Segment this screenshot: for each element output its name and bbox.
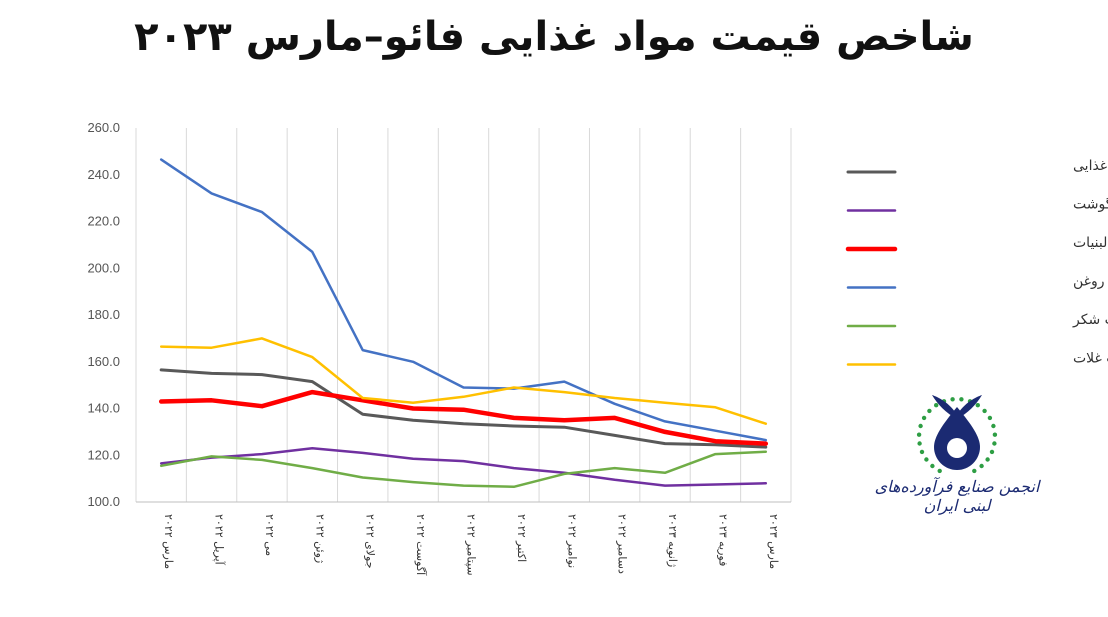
legend-label: شاخص قیمت لبنیات <box>1073 235 1108 251</box>
x-tick-label: اکتبر ۲۰۲۲ <box>515 514 528 562</box>
x-tick-label: دسامبر ۲۰۲۲ <box>616 514 629 574</box>
legend-label: شاخص قیمت گوشت <box>1073 196 1108 213</box>
series-line <box>158 389 769 446</box>
y-tick-label: 260.0 <box>87 120 120 135</box>
y-tick-label: 100.0 <box>87 494 120 509</box>
legend-label: شاخص قیمت شکر <box>1072 312 1108 328</box>
y-tick-label: 200.0 <box>87 260 120 275</box>
organization-logo: انجمن صنایع فرآورده‌های لبنی ایران <box>872 385 1042 535</box>
x-tick-label: ژوئن ۲۰۲۲ <box>313 514 326 563</box>
logo-emblem-icon <box>916 395 998 474</box>
logo-text: انجمن صنایع فرآورده‌های لبنی ایران <box>874 477 1040 515</box>
x-tick-label: مارس ۲۰۲۳ <box>767 514 780 569</box>
y-tick-label: 160.0 <box>87 354 120 369</box>
y-tick-label: 180.0 <box>87 307 120 322</box>
x-tick-label: آگوست ۲۰۲۲ <box>414 514 428 576</box>
x-tick-label: مارس ۲۰۲۲ <box>162 514 175 569</box>
page-title: شاخص قیمت مواد غذایی فائو–مارس ۲۰۲۳ <box>134 14 974 60</box>
x-tick-label: سپتامبر ۲۰۲۲ <box>465 514 478 576</box>
legend-label: شاخص قیمت روغن <box>1073 274 1108 290</box>
x-tick-label: جولای ۲۰۲۲ <box>364 514 377 569</box>
series-lines <box>158 158 769 489</box>
x-tick-label: نوامبر ۲۰۲۲ <box>565 514 578 568</box>
legend-label: شاخص قیمت غلات <box>1073 351 1108 367</box>
y-tick-label: 220.0 <box>87 214 120 229</box>
legend-label: شاخص قیمت مواد غذایی <box>1073 158 1108 174</box>
y-tick-label: 120.0 <box>87 447 120 462</box>
x-tick-label: ژانویه ۲۰۲۳ <box>666 514 679 567</box>
x-tick-label: می ۲۰۲۲ <box>263 514 276 556</box>
y-tick-label: 140.0 <box>87 401 120 416</box>
legend: شاخص قیمت مواد غذایی شاخص قیمت گوشت شاخص ق… <box>845 158 1108 367</box>
series-line <box>159 158 768 442</box>
series-line <box>159 450 768 489</box>
series-line <box>159 337 768 425</box>
series-line <box>159 446 768 487</box>
x-tick-label: فوریه ۲۰۲۳ <box>716 514 729 566</box>
y-tick-label: 240.0 <box>87 167 120 182</box>
series-line <box>159 368 768 449</box>
x-axis-ticks: مارس ۲۰۲۲ آپریل ۲۰۲۲ می ۲۰۲۲ ژوئن ۲۰۲۲ جولای… <box>162 514 780 576</box>
y-axis-ticks: 100.0 120.0 140.0 160.0 180.0 200.0 220.0 240.0… <box>87 120 120 509</box>
x-tick-label: آپریل ۲۰۲۲ <box>213 514 227 566</box>
grid-lines <box>135 128 792 503</box>
